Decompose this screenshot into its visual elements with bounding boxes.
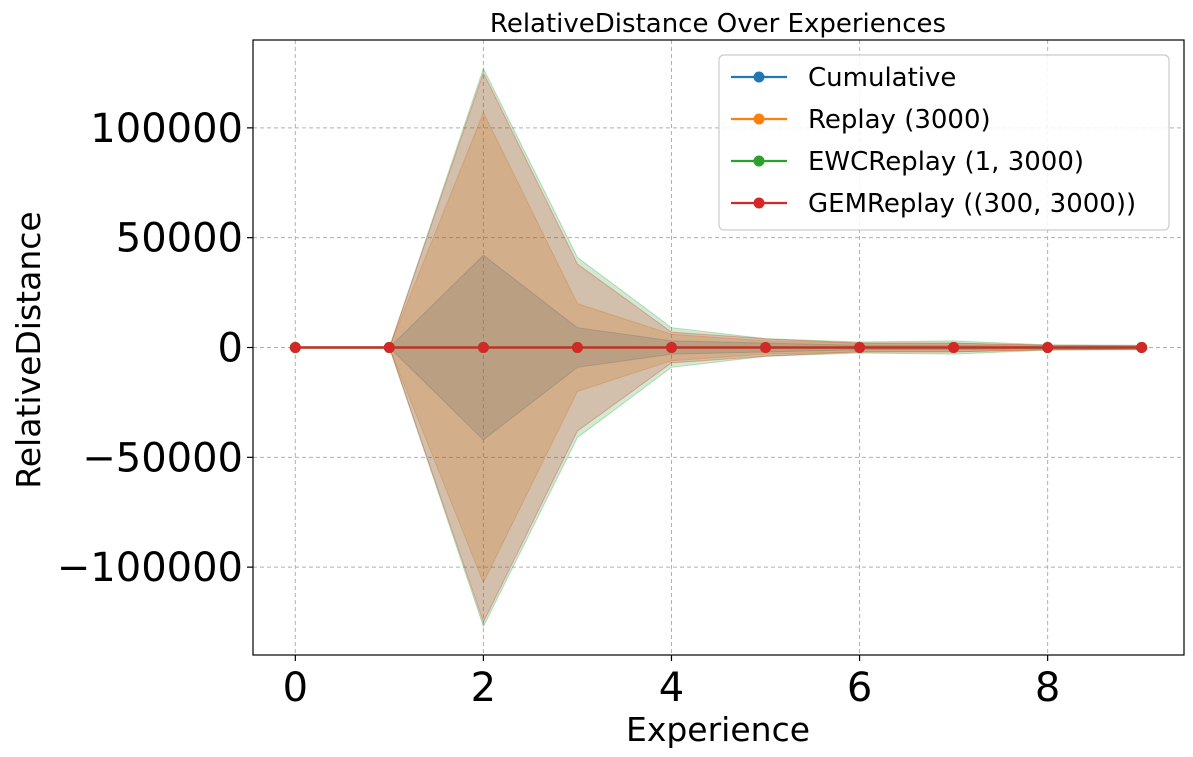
y-axis-label: RelativeDistance [9,211,48,488]
x-tick-label: 8 [1035,665,1060,711]
legend-label-3: GEMReplay ((300, 3000)) [808,189,1136,219]
x-tick-label: 6 [847,665,872,711]
point-series-3 [665,342,677,353]
y-tick-label: 100000 [90,106,243,152]
point-series-3 [1042,342,1054,353]
x-axis-ticks: 0 2 4 6 8 [283,655,1060,711]
y-axis-ticks: 100000 50000 0 −50000 −100000 [57,106,253,591]
y-tick-label: 50000 [116,216,243,262]
legend-marker-0 [753,71,765,83]
chart-title: RelativeDistance Over Experiences [490,9,946,39]
x-tick-label: 2 [471,665,496,711]
point-series-3 [383,342,395,353]
point-series-3 [854,342,866,353]
x-tick-label: 4 [659,665,684,711]
x-tick-label: 0 [283,665,308,711]
point-series-3 [477,342,489,353]
x-axis-label: Experience [626,710,810,749]
legend-label-2: EWCReplay (1, 3000) [808,147,1084,177]
point-series-3 [289,342,301,353]
legend-marker-2 [753,155,765,167]
point-series-3 [760,342,772,353]
y-tick-label: −50000 [82,435,243,481]
point-series-3 [571,342,583,353]
legend-marker-3 [753,197,765,209]
y-tick-label: −100000 [57,545,243,591]
legend-label-1: Replay (3000) [808,105,991,135]
legend-marker-1 [753,113,765,125]
point-series-3 [1136,342,1148,353]
legend: Cumulative Replay (3000) EWCReplay (1, 300… [718,54,1170,231]
point-series-3 [948,342,960,353]
legend-box [718,54,1170,231]
legend-label-0: Cumulative [808,63,956,93]
y-tick-label: 0 [218,326,243,372]
series-lines [289,342,1148,353]
